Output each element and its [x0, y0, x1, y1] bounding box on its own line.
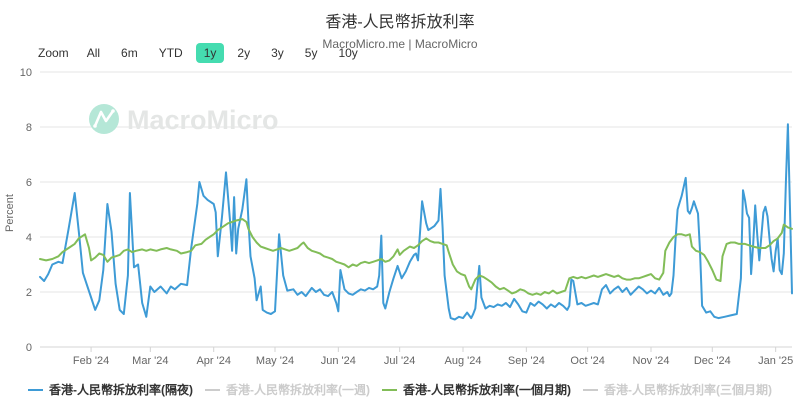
- y-axis-tick-label: 4: [26, 232, 32, 244]
- y-axis-tick-label: 6: [26, 177, 32, 189]
- series-line-2: [39, 218, 793, 296]
- legend-marker: [583, 388, 598, 391]
- x-axis-label: Jul '24: [384, 355, 415, 367]
- legend-marker: [28, 388, 43, 391]
- chart-legend: 香港-人民幣拆放利率(隔夜) 香港-人民幣拆放利率(一週) 香港-人民幣拆放利率(一…: [0, 381, 800, 398]
- x-axis-label: Apr '24: [196, 355, 231, 367]
- range-button-5y[interactable]: 5y: [304, 46, 318, 60]
- chart-header: 香港-人民幣拆放利率 MacroMicro.me | MacroMicro: [0, 8, 800, 51]
- logo-dot: [93, 124, 97, 128]
- page-subtitle: MacroMicro.me | MacroMicro: [322, 37, 478, 51]
- x-axis-label: May '24: [256, 355, 294, 367]
- range-button-3y[interactable]: 3y: [271, 46, 284, 60]
- legend-label: 香港-人民幣拆放利率(一個月期): [403, 383, 571, 397]
- x-axis-ticks: [90, 347, 777, 352]
- y-axis-tick-label: 8: [26, 122, 32, 134]
- y-axis-tick-label: 0: [26, 342, 32, 354]
- x-axis-label: Dec '24: [694, 355, 731, 367]
- watermark-text: MacroMicro: [127, 105, 279, 135]
- range-button-1y[interactable]: 1y: [195, 43, 225, 63]
- series-lines: [39, 123, 793, 321]
- x-axis-label: Jun '24: [321, 355, 356, 367]
- x-axis-label: Feb '24: [73, 355, 109, 367]
- range-button-2y[interactable]: 2y: [237, 46, 251, 60]
- x-axis-label: Aug '24: [445, 355, 482, 367]
- watermark: MacroMicro: [89, 104, 279, 135]
- range-button-10y[interactable]: 10y: [338, 46, 358, 60]
- macromicro-logo-zigzag: [93, 109, 115, 128]
- x-axis-label: Mar '24: [132, 355, 168, 367]
- zoom-label: Zoom: [38, 46, 69, 60]
- y-axis-title: Percent: [4, 194, 16, 232]
- legend-item-2[interactable]: 香港-人民幣拆放利率(一個月期): [382, 381, 571, 398]
- x-axis-label: Oct '24: [570, 355, 605, 367]
- x-axis-labels: Feb '24 Mar '24 Apr '24 May '24 Jun '24 Jul '…: [73, 355, 793, 367]
- series-line-0: [39, 123, 793, 321]
- y-axis-labels: 0 2 4 6 8 10: [20, 67, 32, 354]
- range-button-all[interactable]: All: [86, 46, 101, 60]
- legend-item-0[interactable]: 香港-人民幣拆放利率(隔夜): [28, 381, 193, 398]
- y-axis-tick-label: 2: [26, 287, 32, 299]
- x-axis-label: Jan '25: [758, 355, 793, 367]
- y-axis-tick-label: 10: [20, 67, 32, 79]
- range-toolbar: Zoom All 6m YTD 1y 2y 3y 5y 10y: [38, 43, 366, 63]
- legend-label: 香港-人民幣拆放利率(一週): [226, 383, 370, 397]
- legend-marker: [205, 388, 220, 391]
- legend-item-1[interactable]: 香港-人民幣拆放利率(一週): [205, 381, 370, 398]
- range-button-ytd[interactable]: YTD: [158, 46, 183, 60]
- page-title: 香港-人民幣拆放利率: [325, 14, 475, 31]
- logo-dot: [111, 109, 115, 113]
- legend-label: 香港-人民幣拆放利率(隔夜): [49, 383, 193, 397]
- legend-label: 香港-人民幣拆放利率(三個月期): [604, 383, 772, 397]
- x-axis-label: Sep '24: [508, 355, 545, 367]
- legend-item-3[interactable]: 香港-人民幣拆放利率(三個月期): [583, 381, 772, 398]
- range-button-6m[interactable]: 6m: [121, 46, 138, 60]
- x-axis-label: Nov '24: [633, 355, 670, 367]
- legend-marker: [382, 388, 397, 391]
